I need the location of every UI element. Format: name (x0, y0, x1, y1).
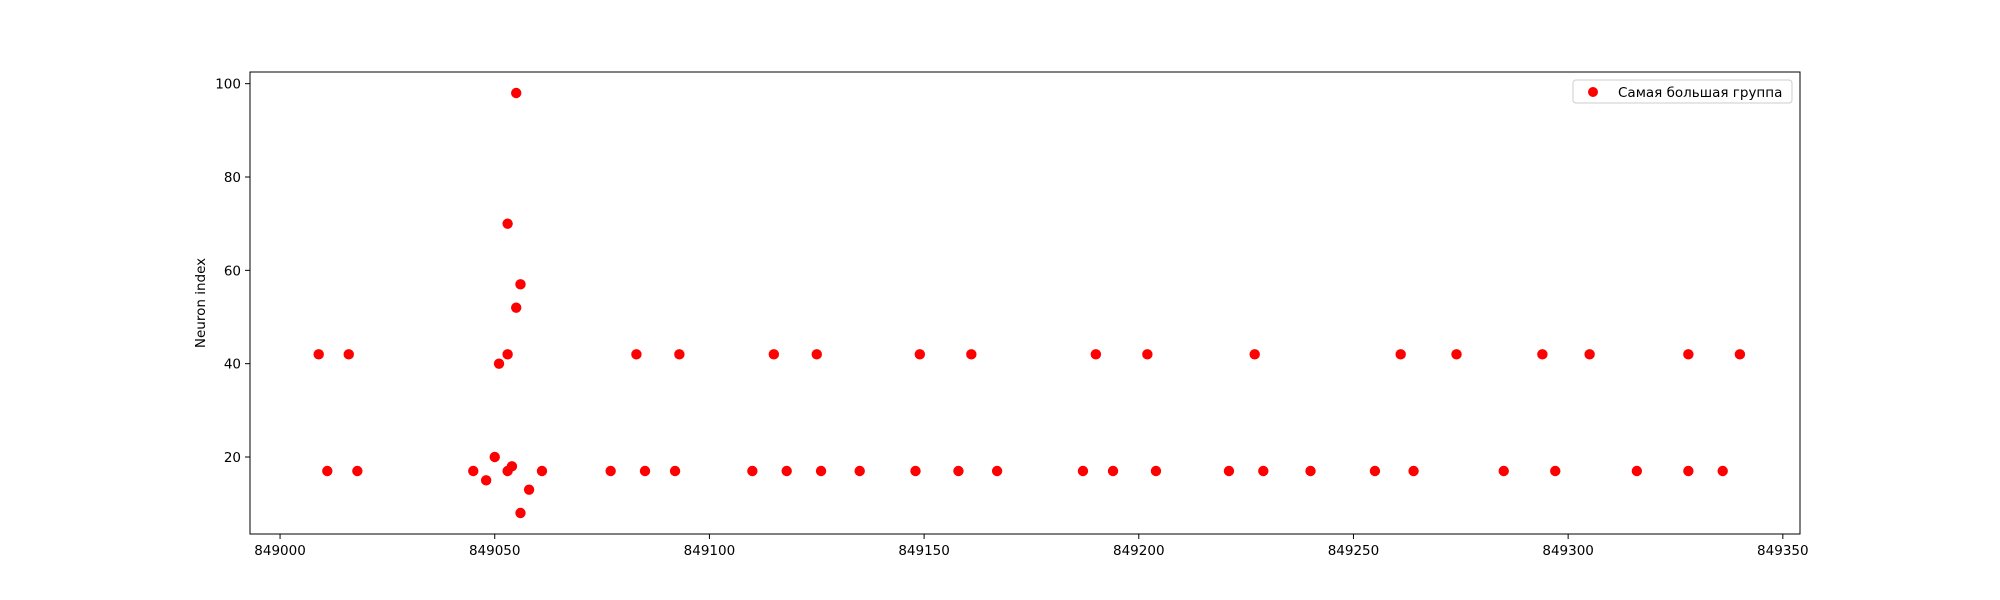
y-tick-label: 40 (224, 357, 241, 373)
y-tick-label: 20 (224, 450, 241, 466)
data-point (343, 349, 354, 360)
y-axis: 20 40 60 80 100 (215, 77, 250, 466)
x-tick-label: 849150 (898, 543, 950, 559)
plot-frame (249, 71, 1801, 535)
data-point (523, 484, 535, 495)
legend-label: Самая большая группа (1618, 85, 1782, 101)
data-point (605, 465, 616, 477)
data-point (1395, 349, 1406, 360)
data-point (313, 349, 324, 360)
y-axis-label: Neuron index (193, 258, 209, 348)
legend: Самая большая группа (1572, 79, 1793, 104)
data-point (674, 349, 685, 360)
data-point (1631, 465, 1643, 477)
data-point (1717, 465, 1728, 477)
data-point (536, 465, 548, 477)
data-point (914, 349, 926, 360)
data-point (631, 349, 642, 360)
x-tick-label: 849350 (1757, 543, 1809, 559)
data-point (639, 465, 651, 477)
data-point (1734, 349, 1746, 360)
data-point (747, 465, 758, 477)
data-point (815, 465, 827, 477)
data-point (1498, 465, 1509, 477)
data-point (1584, 349, 1595, 360)
data-point (1150, 465, 1162, 477)
data-point (352, 465, 363, 477)
data-point (811, 349, 822, 360)
legend-box (1572, 79, 1793, 104)
data-point (1683, 349, 1694, 360)
data-point (502, 349, 513, 360)
data-point (768, 349, 780, 360)
data-point (1142, 349, 1153, 360)
data-point (966, 349, 977, 360)
data-point (781, 465, 792, 477)
data-point (1451, 349, 1462, 360)
data-point (511, 87, 522, 99)
legend-marker (1588, 87, 1598, 97)
data-point (1249, 349, 1260, 360)
data-point (468, 465, 479, 477)
data-point (1090, 349, 1102, 360)
x-tick-label: 849200 (1113, 543, 1165, 559)
data-point (515, 507, 526, 519)
data-point (322, 465, 333, 477)
data-point (953, 465, 964, 477)
data-point (502, 218, 513, 229)
data-point (1537, 349, 1548, 360)
data-point (1683, 465, 1694, 477)
data-point (1305, 465, 1316, 477)
x-tick-label: 849050 (469, 543, 521, 559)
x-tick-label: 849300 (1542, 543, 1594, 559)
data-point (493, 358, 505, 369)
y-tick-label: 60 (224, 263, 241, 279)
data-point (1369, 465, 1381, 477)
data-point (991, 465, 1003, 477)
data-point (1077, 465, 1089, 477)
data-point (515, 279, 526, 290)
x-tick-label: 849000 (254, 543, 306, 559)
data-point (910, 465, 921, 477)
x-tick-label: 849250 (1328, 543, 1380, 559)
x-tick-label: 849100 (684, 543, 736, 559)
data-point (1258, 465, 1269, 477)
data-point (506, 461, 518, 472)
data-point (489, 451, 500, 463)
data-points (313, 87, 1746, 519)
data-point (1107, 465, 1119, 477)
data-point (1550, 465, 1561, 477)
data-point (511, 302, 522, 313)
data-point (480, 475, 492, 486)
data-point (1408, 465, 1419, 477)
y-tick-label: 80 (224, 170, 241, 186)
data-point (854, 465, 865, 477)
data-point (669, 465, 681, 477)
y-tick-label: 100 (215, 77, 241, 93)
data-point (1223, 465, 1235, 477)
x-axis: 849000 849050 849100 849150 849200 849250 8493… (254, 534, 1809, 559)
